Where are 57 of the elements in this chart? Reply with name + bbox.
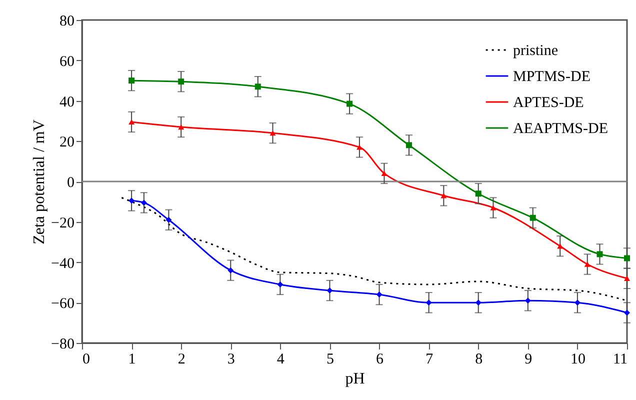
x-tick-label: 4 (276, 352, 285, 368)
x-tick-label: 6 (376, 352, 384, 368)
point (557, 244, 564, 249)
point (624, 310, 630, 316)
point (128, 78, 135, 84)
x-tick-label: 7 (426, 352, 434, 368)
legend-label: APTES-DE (513, 95, 584, 111)
legend-label: AEAPTMS-DE (513, 121, 608, 137)
point (475, 300, 482, 306)
point (381, 170, 388, 176)
point (128, 198, 135, 204)
x-tick-label: 5 (326, 352, 334, 368)
point (166, 216, 172, 223)
point (128, 119, 135, 125)
point (140, 200, 147, 206)
point (356, 144, 362, 150)
point (277, 281, 284, 288)
x-tick-label: 10 (570, 352, 586, 368)
point (178, 78, 184, 85)
point (326, 288, 333, 294)
y-tick-label: 80 (60, 14, 74, 30)
y-axis-title: Zeta potential / mV (31, 119, 48, 244)
point (490, 205, 496, 210)
y-tick-label: −60 (51, 296, 74, 312)
point (228, 267, 234, 274)
point (426, 300, 432, 306)
y-tick-label: −20 (51, 215, 74, 232)
point (624, 255, 630, 262)
point (624, 276, 630, 281)
point (346, 100, 353, 107)
legend-label: MPTMS-DE (513, 69, 591, 85)
point (584, 262, 590, 267)
point (596, 251, 603, 258)
y-tick-label: −80 (51, 336, 74, 352)
point (376, 292, 382, 298)
point (254, 84, 261, 90)
y-tick-label: 0 (67, 175, 74, 191)
point (406, 142, 412, 148)
x-tick-label: 11 (613, 352, 628, 368)
x-axis-title: pH (345, 370, 366, 388)
y-tick-label: 40 (60, 94, 74, 110)
point (574, 300, 580, 306)
x-tick-label: 1 (128, 352, 136, 368)
point (530, 214, 536, 221)
y-tick-label: 20 (60, 134, 74, 151)
point (440, 193, 447, 198)
x-tick-label: 8 (475, 352, 483, 368)
x-tick-label: 9 (524, 352, 532, 368)
point (178, 124, 184, 130)
x-tick-label: 3 (227, 352, 235, 368)
y-tick-label: 60 (60, 54, 74, 70)
x-tick-label: 0 (82, 352, 90, 368)
x-tick-label: 2 (178, 352, 186, 368)
legend-label: pristine (513, 43, 558, 59)
y-tick-label: −40 (51, 256, 74, 272)
point (475, 190, 482, 197)
point (270, 130, 276, 136)
